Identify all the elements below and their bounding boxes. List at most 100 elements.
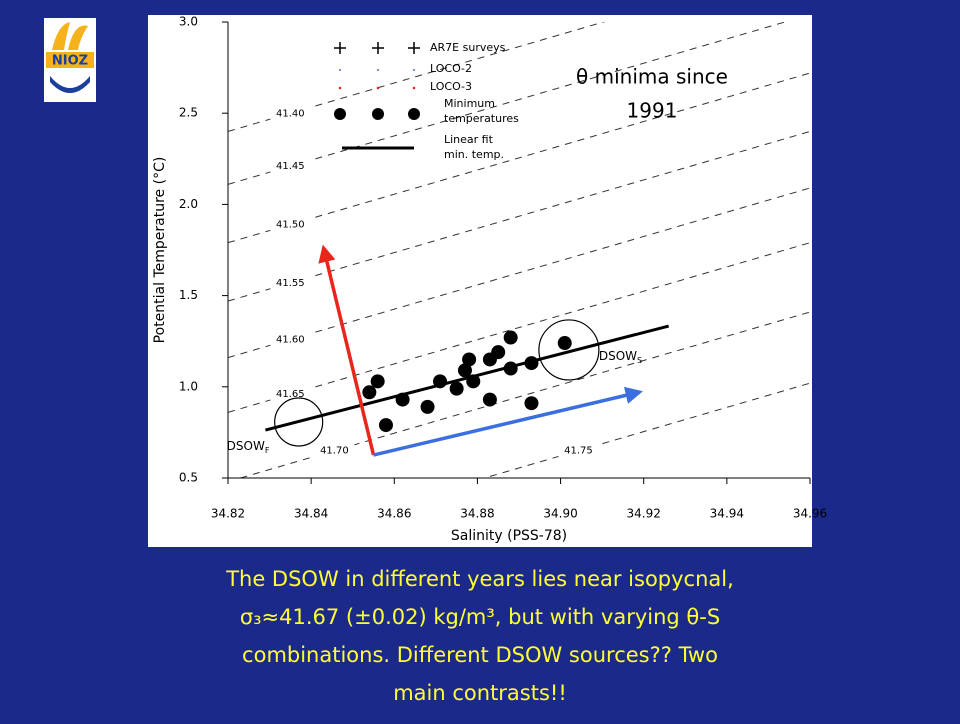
arrow xyxy=(373,386,643,457)
x-tick-label: 34.90 xyxy=(543,507,577,521)
isopycnal xyxy=(228,130,810,302)
x-tick-label: 34.92 xyxy=(627,507,661,521)
isopycnal-label-bg xyxy=(558,443,599,458)
y-axis-label: Potential Temperature (°C) xyxy=(152,157,168,344)
isopycnal-label: 41.50 xyxy=(276,220,305,231)
isopycnal-label: 41.60 xyxy=(276,334,305,345)
fit-line xyxy=(265,324,670,432)
legend-label: Linear fit xyxy=(444,133,494,146)
caption-line: combinations. Different DSOW sources?? T… xyxy=(242,643,718,667)
isopycnal-label-bg xyxy=(270,106,311,121)
x-tick-label: 34.86 xyxy=(377,507,411,521)
isopycnal-label-bg xyxy=(270,332,311,347)
dsow-label-sub: F xyxy=(265,446,270,455)
x-tick-label: 34.96 xyxy=(793,507,827,521)
x-axis-label: Salinity (PSS-78) xyxy=(451,528,567,544)
legend-dot xyxy=(413,69,415,71)
dsow-label: DSOWS xyxy=(599,348,642,364)
point xyxy=(503,361,518,376)
x-tick-label: 34.84 xyxy=(294,507,328,521)
isopycnal xyxy=(228,22,787,185)
x-tick-label: 34.94 xyxy=(710,507,744,521)
y-tick-label: 2.5 xyxy=(179,106,198,120)
y-tick-label: 1.0 xyxy=(179,379,198,393)
logo-flame xyxy=(52,22,88,50)
dsow-circle xyxy=(274,397,324,447)
isopycnal xyxy=(228,187,810,359)
isopycnal-group xyxy=(228,22,810,478)
point xyxy=(378,418,393,433)
point xyxy=(362,385,377,400)
logo-wave xyxy=(50,76,90,93)
point xyxy=(482,392,497,407)
isopycnal-label: 41.55 xyxy=(276,278,305,289)
arrow xyxy=(318,244,376,456)
point xyxy=(503,330,518,345)
plot: 41.40 41.45 41.50 41.55 41.60 41.65 41.70 41.75… xyxy=(152,15,827,545)
legend-label: min. temp. xyxy=(444,148,504,161)
legend-label: LOCO-3 xyxy=(430,80,472,93)
legend-dot xyxy=(412,86,416,90)
point xyxy=(370,374,385,389)
legend xyxy=(334,42,420,150)
isopycnal-label-bg xyxy=(314,443,355,458)
caption-line: The DSOW in different years lies near is… xyxy=(225,567,734,591)
legend-label: LOCO-2 xyxy=(430,62,472,75)
point xyxy=(524,396,539,411)
logo-band xyxy=(46,52,94,68)
dsow-label-sub: S xyxy=(637,355,642,364)
logo: NIOZ xyxy=(44,18,96,102)
legend-dot xyxy=(377,69,379,71)
point xyxy=(491,345,506,360)
y-tick-label: 1.5 xyxy=(179,288,198,302)
point xyxy=(462,352,477,367)
point xyxy=(557,336,572,351)
y-tick-label: 0.5 xyxy=(179,471,198,485)
annotation: θ minima since xyxy=(576,65,728,89)
isopycnal-label-bg xyxy=(270,217,311,232)
dsow-circle xyxy=(538,319,600,381)
isopycnal-label: 41.65 xyxy=(276,389,305,400)
isopycnal-label: 41.75 xyxy=(564,446,593,457)
caption-line: main contrasts!! xyxy=(393,681,567,705)
logo-text: NIOZ xyxy=(52,54,88,69)
isopycnal xyxy=(238,311,810,478)
legend-plus xyxy=(334,42,420,54)
isopycnal xyxy=(228,72,810,244)
point xyxy=(449,381,464,396)
point xyxy=(457,363,472,378)
isopycnal-label-bg xyxy=(270,159,311,174)
legend-label: temperatures xyxy=(444,112,519,125)
chart-background xyxy=(148,15,812,547)
point xyxy=(433,374,448,389)
legend-dot xyxy=(339,69,341,71)
isopycnal-label: 41.70 xyxy=(320,446,349,457)
point xyxy=(395,392,410,407)
dsow-label: DSOWF xyxy=(227,439,270,455)
isopycnal-label-bg xyxy=(270,275,311,290)
y-tick-label: 2.0 xyxy=(179,197,198,211)
legend-marker xyxy=(372,108,384,120)
legend-dot xyxy=(376,86,380,90)
legend-label: Minimum xyxy=(444,97,495,110)
dsow-label-main: DSOW xyxy=(599,348,637,362)
dsow-label-main: DSOW xyxy=(227,439,265,453)
legend-dot xyxy=(338,86,342,90)
annotation: 1991 xyxy=(627,99,678,123)
point xyxy=(466,374,481,389)
y-tick-label: 3.0 xyxy=(179,15,198,29)
isopycnal-label: 41.45 xyxy=(276,161,305,172)
isopycnal xyxy=(228,22,606,132)
x-tick-label: 34.88 xyxy=(460,507,494,521)
isopycnal xyxy=(482,382,810,478)
caption-line: σ₃≈41.67 (±0.02) kg/m³, but with varying… xyxy=(240,605,720,629)
legend-marker xyxy=(334,108,346,120)
point xyxy=(420,399,435,414)
legend-marker xyxy=(408,108,420,120)
isopycnal-label: 41.40 xyxy=(276,108,305,119)
x-tick-label: 34.82 xyxy=(211,507,245,521)
isopycnal xyxy=(228,242,810,413)
point xyxy=(524,356,539,371)
legend-label: AR7E surveys xyxy=(430,41,506,54)
